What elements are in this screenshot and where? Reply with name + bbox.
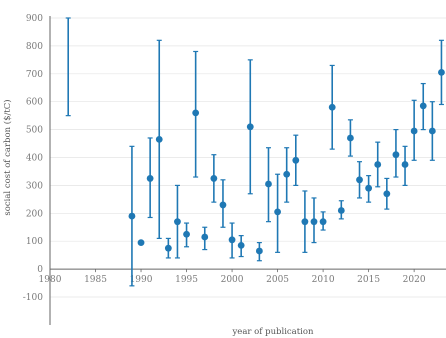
axes: -100 0 100 200 300 400 500 600 700 800 900 1980 1985… — [23, 14, 446, 325]
x-tick-label: 2020 — [403, 275, 426, 285]
y-tick-label: 200 — [26, 209, 43, 219]
data-point — [383, 190, 391, 198]
data-point — [155, 135, 163, 143]
y-tick-label: 700 — [26, 70, 43, 80]
y-tick-label: 100 — [26, 237, 43, 247]
x-tick-label: 1990 — [130, 275, 153, 285]
y-axis-label: social cost of carbon ($/tC) — [2, 99, 13, 215]
x-tick-label: 2005 — [266, 275, 289, 285]
y-tick-label: 800 — [26, 42, 43, 52]
data-point — [401, 161, 409, 168]
data-point — [274, 208, 281, 216]
data-point — [174, 218, 181, 226]
data-point — [310, 218, 318, 226]
y-tick-label: 0 — [37, 265, 43, 275]
data-point — [283, 170, 291, 178]
data-point — [392, 151, 400, 159]
data-point — [319, 218, 327, 226]
data-point — [419, 102, 427, 110]
x-tick-label: 1980 — [39, 275, 62, 285]
y-tick-label: 400 — [26, 154, 43, 164]
data-point — [137, 239, 145, 246]
x-axis-label: year of publication — [232, 327, 315, 337]
y-tick-label: 600 — [26, 98, 43, 108]
x-tick-label: 2000 — [221, 275, 244, 285]
data-point — [292, 156, 300, 164]
data-point — [164, 244, 172, 252]
data-point — [301, 218, 309, 226]
x-tick-label: 1995 — [175, 275, 198, 285]
data-point — [219, 201, 227, 209]
data-point — [265, 180, 272, 188]
data-point — [246, 123, 254, 131]
data-point — [192, 109, 200, 117]
data-point — [128, 212, 136, 220]
x-tick-label: 2010 — [312, 275, 335, 285]
data-point — [347, 134, 354, 142]
data-point — [428, 127, 436, 135]
grid — [50, 17, 446, 298]
data-point — [183, 230, 190, 238]
error-bars — [65, 17, 444, 287]
data-point — [410, 127, 418, 135]
x-tick-label: 2015 — [357, 275, 380, 285]
y-tick-label: 900 — [26, 14, 43, 24]
data-point — [337, 207, 345, 214]
data-point — [201, 233, 209, 241]
data-point — [356, 176, 363, 184]
data-point — [328, 103, 336, 111]
data-points — [128, 69, 445, 255]
data-point — [228, 236, 236, 244]
data-point — [237, 241, 245, 249]
y-tick-label: 300 — [26, 181, 43, 191]
y-tick-label: -100 — [23, 293, 43, 303]
data-point — [438, 69, 445, 76]
data-point — [365, 184, 373, 192]
data-point — [374, 161, 382, 168]
y-tick-label: 500 — [26, 126, 43, 136]
data-point — [146, 175, 154, 182]
x-tick-label: 1985 — [84, 275, 107, 285]
data-point — [210, 175, 218, 182]
data-point — [255, 247, 263, 255]
